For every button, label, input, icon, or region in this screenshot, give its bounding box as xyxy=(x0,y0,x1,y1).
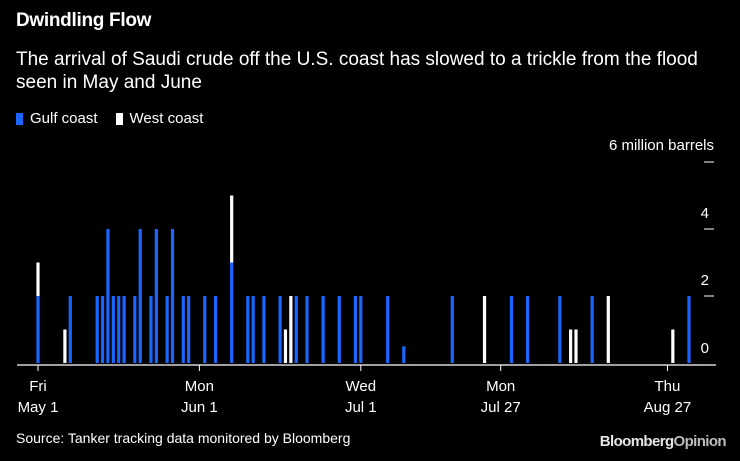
y-tick-label: 4 xyxy=(701,205,709,222)
bar-gulf-coast xyxy=(112,296,115,363)
bar-gulf-coast xyxy=(133,296,136,363)
bar-west-coast xyxy=(574,330,577,364)
bar-gulf-coast xyxy=(591,296,594,363)
bar-west-coast xyxy=(569,330,572,364)
brand-logo: BloombergOpinion xyxy=(600,433,726,450)
bar-gulf-coast xyxy=(171,229,174,363)
bar-west-coast xyxy=(36,263,39,297)
bar-gulf-coast xyxy=(687,296,690,363)
bar-west-coast xyxy=(284,330,287,364)
bar-gulf-coast xyxy=(526,296,529,363)
y-axis-unit-label: 6 million barrels xyxy=(609,137,714,154)
bar-gulf-coast xyxy=(36,296,39,363)
bar-gulf-coast xyxy=(122,296,125,363)
bar-gulf-coast xyxy=(203,296,206,363)
bar-gulf-coast xyxy=(451,296,454,363)
bar-gulf-coast xyxy=(166,296,169,363)
source-note: Source: Tanker tracking data monitored b… xyxy=(16,430,350,446)
bar-gulf-coast xyxy=(510,296,513,363)
bar-west-coast xyxy=(63,330,66,364)
x-tick-label-date: May 1 xyxy=(18,399,59,416)
brand-name: Bloomberg xyxy=(600,433,674,450)
bar-gulf-coast xyxy=(69,296,72,363)
bar-gulf-coast xyxy=(182,296,185,363)
x-tick-label-day: Thu xyxy=(655,378,681,395)
x-tick-label-date: Jun 1 xyxy=(181,399,218,416)
bar-gulf-coast xyxy=(322,296,325,363)
x-tick-label-date: Jul 27 xyxy=(481,399,521,416)
chart-plot: 6 million barrels 0 2 4 Fri May 1 Mon Jun 1 Wed J… xyxy=(0,0,740,461)
bar-west-coast xyxy=(289,296,292,363)
bar-gulf-coast xyxy=(214,296,217,363)
bar-west-coast xyxy=(607,296,610,363)
y-tick-label: 0 xyxy=(701,340,709,357)
bar-gulf-coast xyxy=(106,229,109,363)
bar-gulf-coast xyxy=(187,296,190,363)
bar-gulf-coast xyxy=(101,296,104,363)
bar-gulf-coast xyxy=(354,296,357,363)
bar-gulf-coast xyxy=(279,296,282,363)
bar-gulf-coast xyxy=(246,296,249,363)
bar-gulf-coast xyxy=(338,296,341,363)
bar-west-coast xyxy=(483,296,486,363)
bar-gulf-coast xyxy=(305,296,308,363)
x-tick-label-date: Aug 27 xyxy=(644,399,692,416)
bar-west-coast xyxy=(671,330,674,364)
bar-gulf-coast xyxy=(359,296,362,363)
brand-suffix: Opinion xyxy=(674,433,726,450)
bar-gulf-coast xyxy=(402,346,405,363)
x-tick-label-day: Mon xyxy=(185,378,214,395)
bar-gulf-coast xyxy=(262,296,265,363)
x-tick-label-day: Fri xyxy=(29,378,47,395)
bar-gulf-coast xyxy=(295,296,298,363)
bar-gulf-coast xyxy=(558,296,561,363)
bar-gulf-coast xyxy=(96,296,99,363)
bar-gulf-coast xyxy=(139,229,142,363)
bar-gulf-coast xyxy=(117,296,120,363)
bar-gulf-coast xyxy=(386,296,389,363)
y-tick-label: 2 xyxy=(701,272,709,289)
x-tick-label-day: Mon xyxy=(486,378,515,395)
x-tick-label-date: Jul 1 xyxy=(345,399,377,416)
bar-gulf-coast xyxy=(230,263,233,364)
bar-gulf-coast xyxy=(149,296,152,363)
bar-gulf-coast xyxy=(252,296,255,363)
bar-gulf-coast xyxy=(155,229,158,363)
x-tick-label-day: Wed xyxy=(346,378,377,395)
bar-west-coast xyxy=(230,196,233,263)
